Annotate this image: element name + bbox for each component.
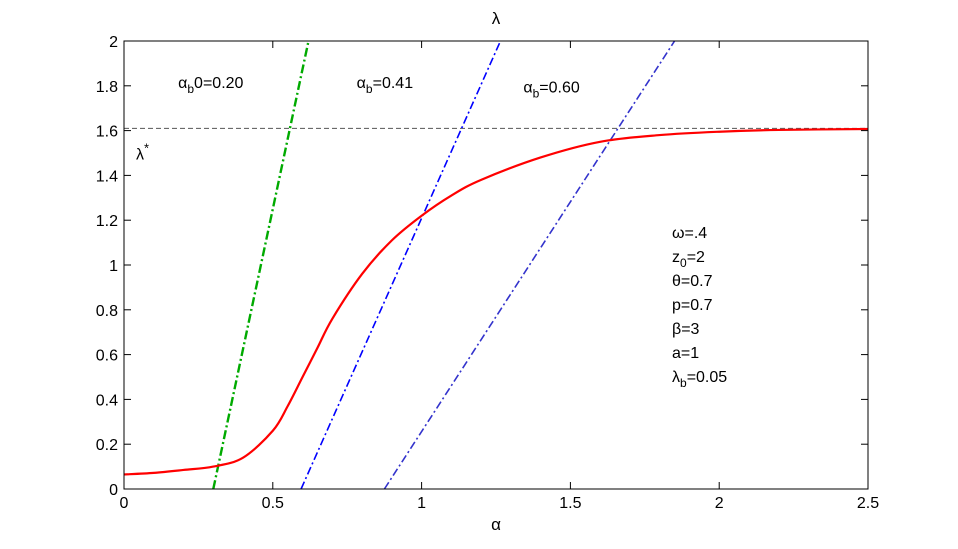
lambda-star-label: λ* <box>136 140 149 163</box>
tick-layer: 0 0.5 1 1.5 2 2.5 0 0.2 0.4 0.6 0.8 1 1.2 1.4 1.6 1.8 2 <box>96 34 879 512</box>
y-tick-label: 1.6 <box>96 124 118 141</box>
y-tick-label: 1.8 <box>96 79 118 96</box>
parameter-label-4: p=0.7 <box>672 297 713 314</box>
y-tick-label: 0 <box>109 482 118 499</box>
alpha-b-line-2 <box>300 40 502 490</box>
alpha-b-line-3 <box>383 40 676 490</box>
alpha-b-line-1 <box>212 40 310 490</box>
y-tick-label: 0.6 <box>96 348 118 365</box>
y-tick-label: 0.4 <box>96 392 118 409</box>
parameter-label-5: β=3 <box>672 321 700 338</box>
curve-layer <box>123 127 869 476</box>
series-layer <box>212 40 676 490</box>
label-layer: λ* αb0=0.20 αb=0.41 αb=0.60 ω=.4 z0=2 θ=0.7 p=0… <box>136 75 727 390</box>
x-tick-label: 2 <box>715 495 724 512</box>
x-tick-label: 0.5 <box>262 495 284 512</box>
x-axis-label: α <box>491 515 501 534</box>
y-tick-label: 1.2 <box>96 213 118 230</box>
chart-title: λ <box>492 9 501 28</box>
lambda-curve <box>123 127 869 476</box>
parameter-label-1: ω=.4 <box>672 225 707 242</box>
y-tick-label: 1.4 <box>96 168 118 185</box>
y-tick-label: 2 <box>109 34 118 51</box>
x-tick-label: 1 <box>417 495 426 512</box>
plot-background <box>124 41 868 489</box>
y-tick-label: 1 <box>109 258 118 275</box>
alpha-b-label-1: αb0=0.20 <box>178 75 243 96</box>
x-tick-label: 1.5 <box>559 495 581 512</box>
parameter-label-7: λb=0.05 <box>672 369 727 390</box>
parameter-label-2: z0=2 <box>672 249 705 270</box>
parameter-label-6: a=1 <box>672 345 699 362</box>
y-tick-label: 0.2 <box>96 437 118 454</box>
x-tick-label: 2.5 <box>857 495 879 512</box>
alpha-b-label-2: αb=0.41 <box>357 75 414 96</box>
alpha-b-label-3: αb=0.60 <box>523 79 580 100</box>
y-tick-label: 0.8 <box>96 303 118 320</box>
x-tick-label: 0 <box>120 495 129 512</box>
parameter-label-3: θ=0.7 <box>672 273 713 290</box>
